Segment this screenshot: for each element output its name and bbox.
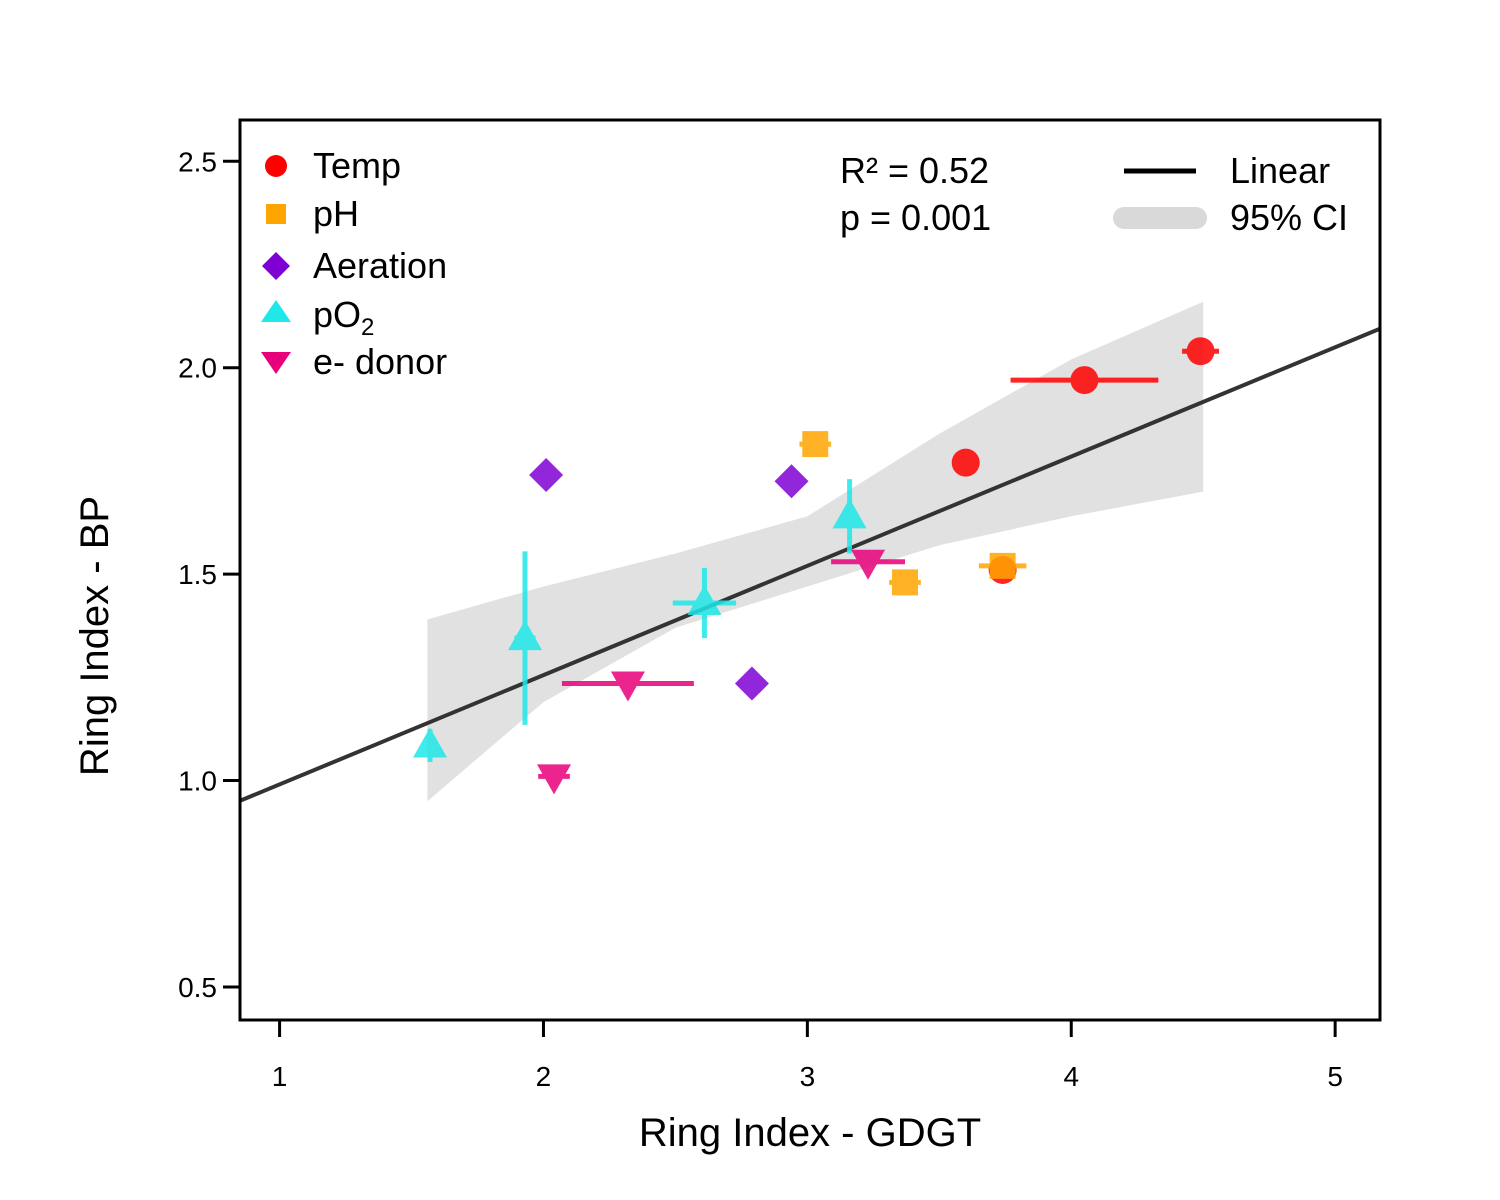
- po2-marker: [413, 727, 447, 758]
- x-tick-label: 4: [1063, 1061, 1079, 1092]
- edonor-marker: [610, 671, 645, 702]
- legend-aeration-label: Aeration: [313, 245, 447, 286]
- y-axis: 0.5 1.0 1.5 2.0 2.5: [178, 146, 240, 1003]
- legend-temp-label: Temp: [313, 145, 401, 186]
- ph-marker: [892, 569, 918, 596]
- temp-data-point: [1010, 366, 1159, 395]
- y-tick-label: 2.5: [178, 146, 217, 177]
- aeration-marker: [529, 458, 564, 493]
- edonor-marker: [537, 764, 572, 795]
- po2-marker: [687, 585, 722, 616]
- edonor-data-point: [537, 764, 572, 795]
- fit-line: [240, 326, 1380, 803]
- x-axis-label: Ring Index - GDGT: [639, 1111, 981, 1155]
- edonor-data-point: [831, 549, 905, 580]
- po2-data-point: [672, 567, 737, 639]
- aeration-marker: [734, 666, 769, 701]
- data-points-layer: [413, 337, 1220, 795]
- y-tick-label: 0.5: [178, 972, 217, 1003]
- x-tick-label: 3: [800, 1061, 816, 1092]
- legend-po2-marker: [261, 300, 291, 322]
- legend-linear-label: Linear: [1230, 150, 1330, 191]
- plot-area-frame: [238, 118, 1382, 1022]
- legend-aeration-marker: [262, 252, 290, 280]
- legend-ph-marker: [266, 204, 286, 224]
- po2-data-point: [413, 727, 447, 762]
- temp-marker: [951, 448, 980, 477]
- aeration-data-point: [734, 666, 769, 701]
- po2-marker: [832, 498, 867, 529]
- legend-po2-label: pO2: [313, 294, 374, 341]
- po2-data-point: [832, 479, 867, 554]
- x-tick-label: 1: [272, 1061, 288, 1092]
- aeration-data-point: [529, 458, 564, 493]
- edonor-marker: [851, 549, 886, 580]
- fit-legend: Linear 95% CI: [1113, 150, 1348, 238]
- ph-data-point: [978, 552, 1027, 579]
- aeration-data-point: [774, 464, 809, 499]
- aeration-marker: [774, 464, 809, 499]
- ci-band-layer: [427, 301, 1204, 802]
- stats-annotation: R² = 0.52 p = 0.001: [840, 150, 991, 238]
- fit-line-layer: [240, 326, 1380, 803]
- po2-data-point: [508, 551, 542, 725]
- edonor-data-point: [561, 671, 694, 702]
- ph-marker: [989, 552, 1016, 579]
- ph-data-point: [799, 431, 832, 458]
- ph-marker: [802, 431, 829, 458]
- y-tick-label: 1.0: [178, 766, 217, 797]
- ci-band: [427, 301, 1204, 802]
- x-axis: 1 2 3 4 5: [272, 1020, 1343, 1092]
- legend-ph-label: pH: [313, 193, 359, 234]
- x-tick-label: 5: [1327, 1061, 1343, 1092]
- p-value-text: p = 0.001: [840, 197, 991, 238]
- ph-data-point: [889, 569, 921, 596]
- series-legend: Temp pH Aeration pO2 e- donor: [261, 145, 447, 382]
- y-tick-label: 2.0: [178, 353, 217, 384]
- legend-edonor-label: e- donor: [313, 341, 447, 382]
- legend-ci-label: 95% CI: [1230, 197, 1348, 238]
- legend-edonor-marker: [261, 352, 291, 374]
- y-axis-label: Ring Index - BP: [73, 496, 117, 776]
- temp-marker: [1070, 366, 1099, 395]
- r-squared-text: R² = 0.52: [840, 150, 989, 191]
- temp-data-point: [951, 448, 980, 477]
- po2-marker: [508, 620, 542, 651]
- legend-temp-marker: [265, 155, 287, 177]
- temp-data-point: [1182, 337, 1220, 366]
- temp-marker: [1186, 337, 1215, 366]
- x-tick-label: 2: [536, 1061, 552, 1092]
- y-tick-label: 1.5: [178, 559, 217, 590]
